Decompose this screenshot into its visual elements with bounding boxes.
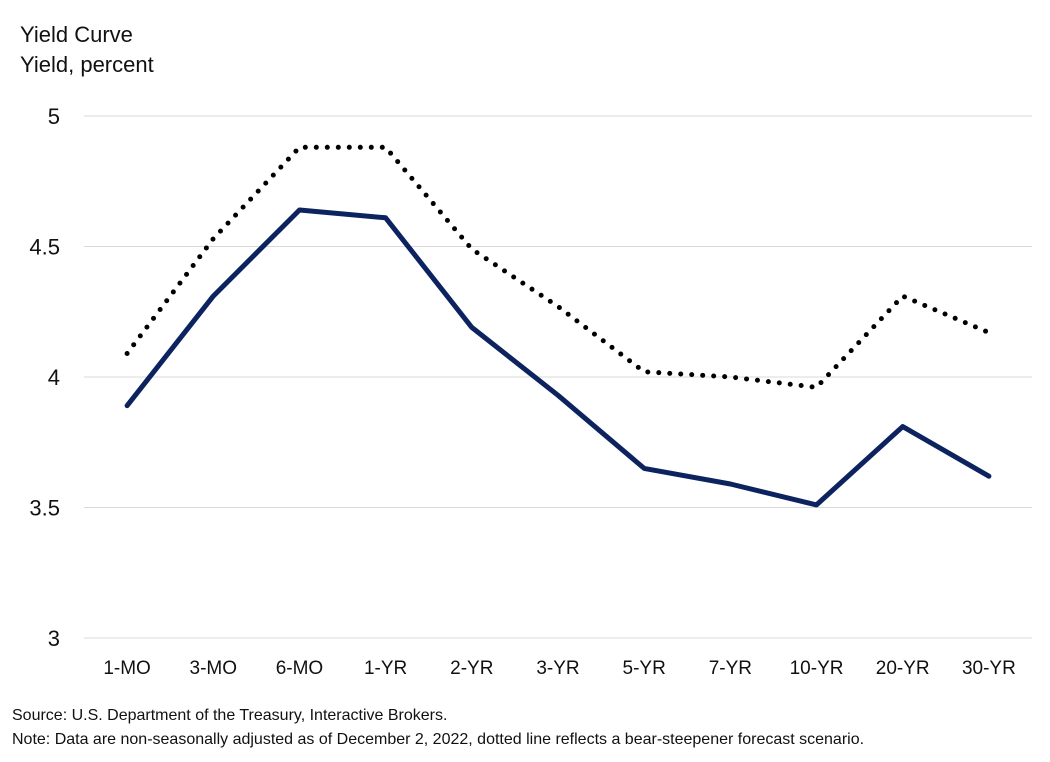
series-lines [124,144,992,508]
x-tick-label: 10-YR [790,658,844,679]
y-tick-label: 4 [48,365,60,390]
gridlines [84,115,1032,639]
y-axis-ticks: 3 3.5 4 4.5 5 [29,104,60,651]
yield-curve-chart: 3 3.5 4 4.5 5 1-MO 3-MO 6-MO 1-YR 2-YR 3-YR 5-YR 7-… [29,104,1032,679]
y-tick-label: 4.5 [29,235,60,260]
x-tick-label: 6-MO [276,658,324,679]
y-tick-label: 5 [48,104,60,129]
source-note: Source: U.S. Department of the Treasury,… [12,707,448,724]
x-axis-ticks: 1-MO 3-MO 6-MO 1-YR 2-YR 3-YR 5-YR 7-YR 10-YR 20-… [103,658,1015,679]
x-tick-label: 2-YR [450,658,493,679]
x-tick-label: 20-YR [876,658,930,679]
y-axis-label: Yield, percent [20,52,154,77]
x-tick-label: 1-YR [364,658,407,679]
x-tick-label: 1-MO [103,658,151,679]
series-line-solid [124,207,992,508]
y-tick-label: 3 [48,626,60,651]
y-tick-label: 3.5 [29,496,60,521]
x-tick-label: 3-YR [536,658,579,679]
x-tick-label: 30-YR [962,658,1016,679]
data-note: Note: Data are non-seasonally adjusted a… [12,731,865,748]
chart-title: Yield Curve [20,22,133,47]
x-tick-label: 5-YR [623,658,666,679]
x-tick-label: 7-YR [709,658,752,679]
series-line-dotted [124,144,992,390]
x-tick-label: 3-MO [190,658,238,679]
